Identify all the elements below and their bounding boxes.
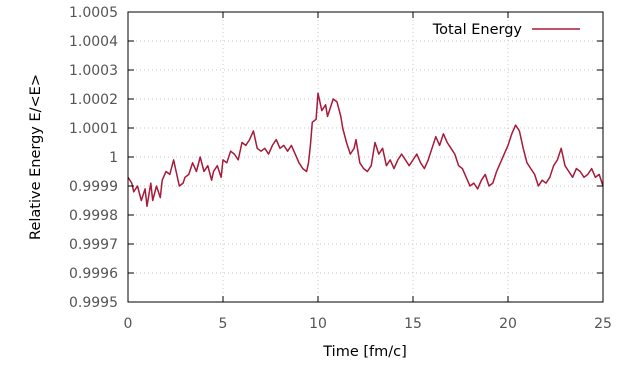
x-tick-label: 25 [594, 316, 612, 332]
y-tick-label: 1.0001 [69, 121, 118, 137]
y-tick-label: 0.9996 [69, 266, 118, 282]
y-axis-title: Relative Energy E/<E> [28, 74, 44, 240]
legend-label-total-energy: Total Energy [432, 22, 523, 38]
x-axis-title: Time [fm/c] [322, 344, 407, 360]
y-tick-label: 1 [109, 150, 118, 166]
legend: Total Energy [432, 22, 580, 38]
grid [128, 12, 603, 302]
x-tick-label: 10 [309, 316, 327, 332]
x-tick-label: 0 [124, 316, 133, 332]
x-tick-label: 15 [404, 316, 422, 332]
plot-frame [127, 11, 604, 303]
y-tick-label: 1.0005 [69, 5, 118, 21]
ticks [127, 11, 604, 303]
x-tick-label: 5 [219, 316, 228, 332]
y-tick-label: 0.9997 [69, 237, 118, 253]
y-tick-label: 0.9995 [69, 295, 118, 311]
y-tick-label: 1.0004 [69, 34, 118, 50]
total-energy-line [127, 92, 604, 208]
y-tick-label: 1.0003 [69, 63, 118, 79]
y-tick-labels: 0.9995 0.9996 0.9997 0.9998 0.9999 1 1.0001 1.0… [69, 5, 118, 311]
y-tick-label: 1.0002 [69, 92, 118, 108]
y-tick-label: 0.9999 [69, 179, 118, 195]
y-tick-label: 0.9998 [69, 208, 118, 224]
x-tick-label: 20 [499, 316, 517, 332]
x-tick-labels: 0 5 10 15 20 25 [124, 316, 612, 332]
